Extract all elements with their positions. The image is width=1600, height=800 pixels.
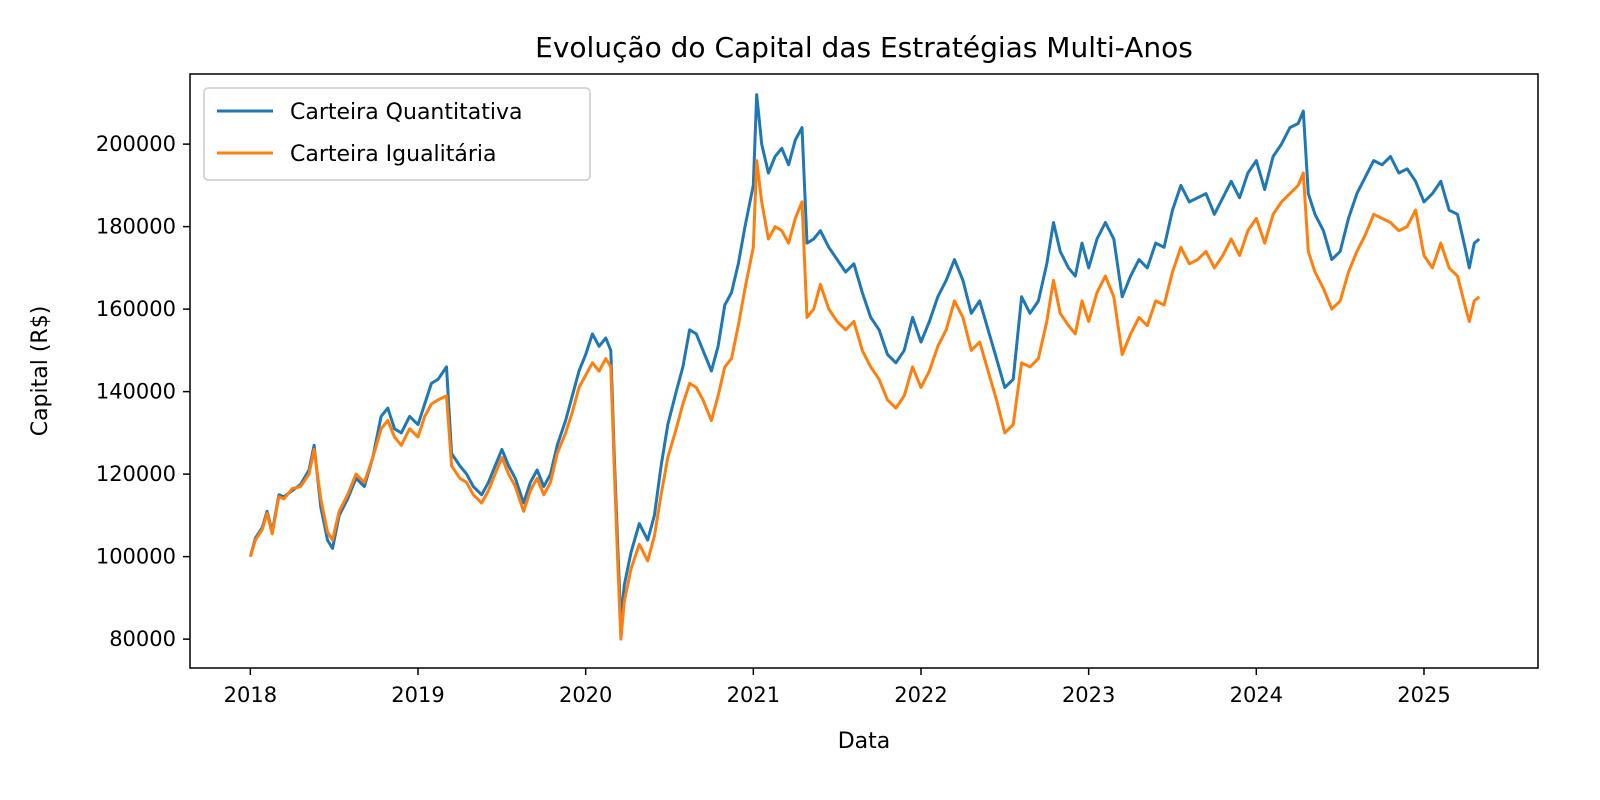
x-tick-label: 2019 (391, 683, 444, 707)
x-tick-label: 2020 (559, 683, 612, 707)
series-line-carteira-igualitaria (248, 159, 1481, 641)
legend-box (203, 87, 591, 181)
series-lines (248, 93, 1481, 641)
x-tick-label: 2022 (894, 683, 947, 707)
y-tick-label: 160000 (96, 297, 176, 321)
y-axis-label: Capital (R$) (28, 306, 53, 437)
y-tick-label: 80000 (109, 627, 176, 651)
x-axis-label: Data (838, 729, 891, 754)
series-line-carteira-quantitativa (248, 93, 1481, 625)
y-tick-label: 180000 (96, 215, 176, 239)
legend: Carteira Quantitativa Carteira Igualitár… (203, 87, 591, 181)
x-tick-label: 2018 (224, 683, 277, 707)
y-tick-label: 140000 (96, 380, 176, 404)
chart-title: Evolução do Capital das Estratégias Mult… (535, 31, 1193, 64)
y-tick-label: 100000 (96, 545, 176, 569)
x-axis-ticks: 2018 2019 2020 2021 2022 2023 2024 2025 (224, 668, 1451, 707)
legend-label-carteira-igualitaria: Carteira Igualitária (290, 142, 497, 167)
plot-border (189, 73, 1539, 669)
legend-label-carteira-quantitativa: Carteira Quantitativa (290, 100, 522, 125)
x-tick-label: 2023 (1062, 683, 1115, 707)
y-axis-ticks: 80000 100000 120000 140000 160000 180000 20000… (96, 132, 190, 651)
x-tick-label: 2024 (1230, 683, 1283, 707)
y-tick-label: 200000 (96, 132, 176, 156)
y-tick-label: 120000 (96, 462, 176, 486)
x-tick-label: 2021 (727, 683, 780, 707)
x-tick-label: 2025 (1397, 683, 1450, 707)
